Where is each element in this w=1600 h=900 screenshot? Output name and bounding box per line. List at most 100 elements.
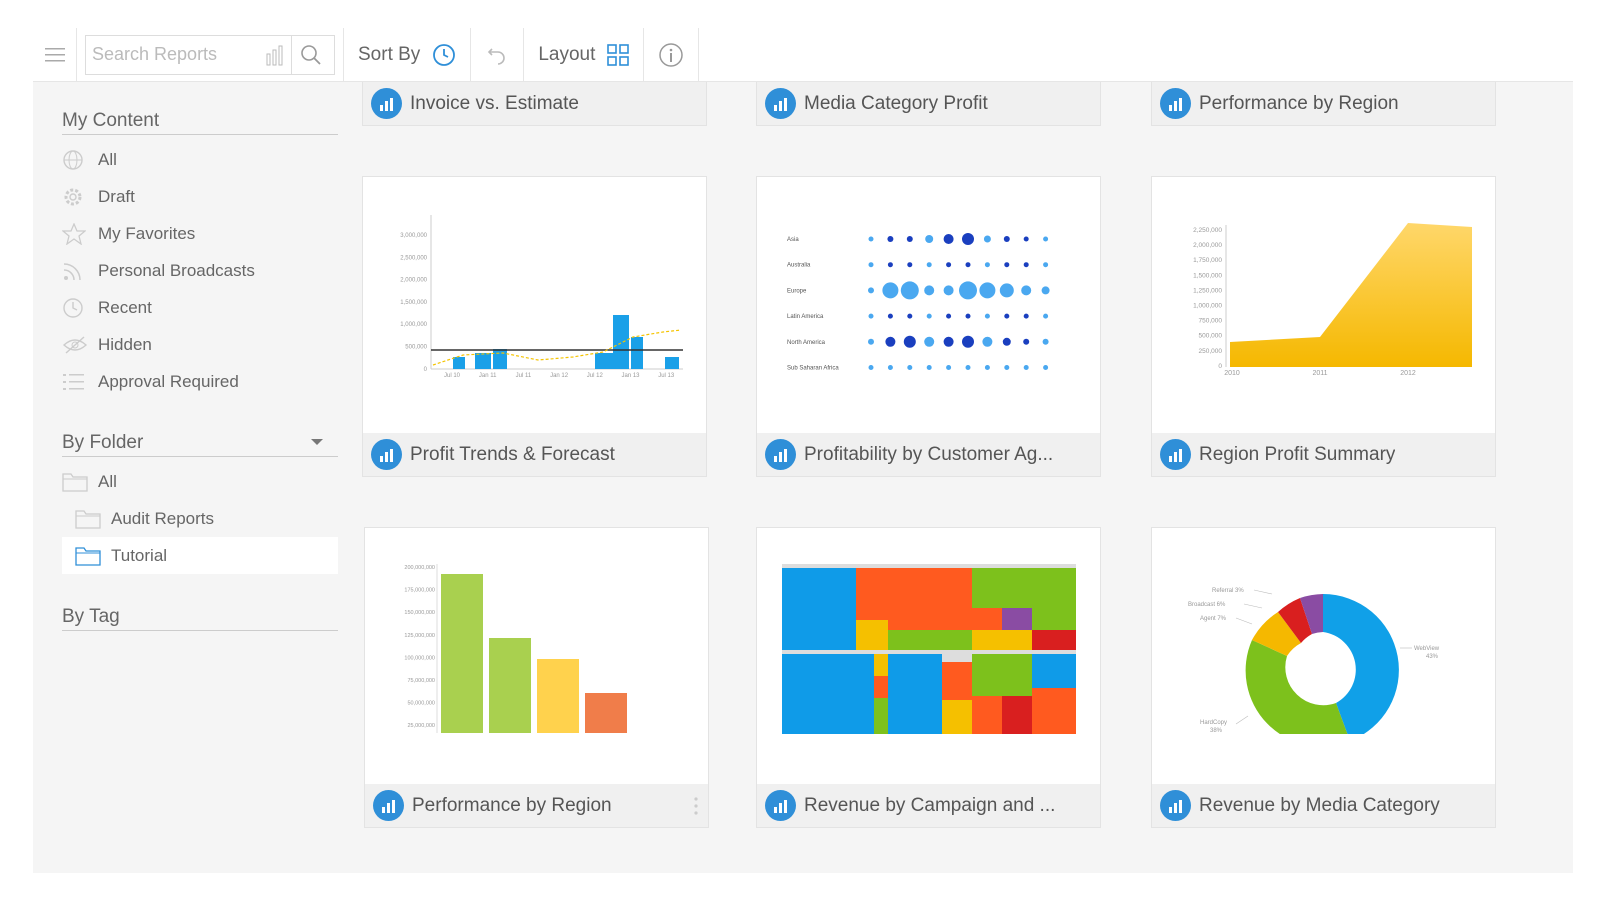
toolbar-divider: [470, 27, 472, 82]
undo-button[interactable]: [471, 28, 523, 82]
dot: [962, 233, 974, 245]
dot: [926, 365, 932, 370]
dot: [907, 313, 913, 319]
chart-badge-icon: [371, 439, 402, 470]
report-card[interactable]: Revenue by Campaign and ...: [756, 527, 1101, 828]
report-title: Region Profit Summary: [1199, 443, 1396, 465]
slice-label: 43%: [1426, 654, 1439, 660]
toolbar-divider: [643, 27, 645, 82]
by-folder-title: By Folder: [62, 432, 144, 453]
report-card[interactable]: 3,000,000 2,500,000 2,000,000 1,500,000 1,00…: [362, 176, 707, 477]
report-thumbnail: Asia Australia Europe Latin America North Am…: [757, 177, 1100, 433]
dot: [1043, 262, 1049, 268]
folder-item-tutorial[interactable]: Tutorial: [62, 537, 338, 574]
layout-button[interactable]: Layout: [524, 28, 643, 82]
bar: [595, 353, 613, 369]
dot: [1021, 285, 1032, 296]
bar: [585, 693, 627, 733]
y-tick-label: 1,750,000: [1193, 257, 1222, 264]
sidebar-item-approval-required[interactable]: Approval Required: [62, 363, 338, 400]
chart-badge-icon: [765, 439, 796, 470]
dot: [868, 338, 874, 345]
y-tick-label: 200,000,000: [404, 565, 435, 571]
dot: [943, 234, 954, 244]
report-card-footer: Performance by Region: [365, 784, 708, 827]
dot: [1004, 313, 1010, 319]
sidebar-item-label: Approval Required: [98, 371, 239, 391]
report-card[interactable]: 2,250,000 2,000,000 1,750,000 1,500,000 1,25…: [1151, 176, 1496, 477]
dot: [887, 262, 893, 268]
info-button[interactable]: [644, 28, 698, 82]
report-card[interactable]: Performance by Region: [1151, 82, 1496, 126]
sidebar-item-label: All: [98, 149, 117, 169]
dot: [924, 285, 935, 296]
sidebar-item-all[interactable]: All: [62, 141, 338, 178]
folder-item-audit-reports[interactable]: Audit Reports: [62, 500, 338, 537]
report-thumbnail: Referral 3% Broadcast 6% Agent 7% WebView 43…: [1152, 528, 1495, 784]
hamburger-icon: [44, 47, 65, 61]
dot: [999, 283, 1014, 298]
x-tick-label: Jul 13: [658, 373, 675, 379]
x-tick-label: 2010: [1224, 370, 1240, 377]
dot: [965, 365, 971, 370]
report-card[interactable]: Asia Australia Europe Latin America North Am…: [756, 176, 1101, 477]
dot: [1023, 313, 1029, 319]
bar-chart-icon[interactable]: [261, 44, 291, 66]
sort-by-button[interactable]: Sort By: [344, 28, 470, 82]
dot: [885, 336, 896, 347]
dot: [903, 335, 916, 348]
x-tick-label: Jul 10: [444, 373, 461, 379]
folder-item-all[interactable]: All: [62, 463, 338, 500]
sidebar-item-draft[interactable]: Draft: [62, 178, 338, 215]
report-card[interactable]: Media Category Profit: [756, 82, 1101, 126]
dot: [984, 313, 990, 319]
folder-icon: [75, 545, 111, 567]
bar: [631, 337, 643, 369]
slice-label: Agent 7%: [1200, 616, 1227, 622]
toolbar-divider: [698, 27, 700, 82]
my-content-title: My Content: [62, 110, 160, 131]
sidebar-item-recent[interactable]: Recent: [62, 289, 338, 326]
dot: [868, 287, 874, 294]
list-icon: [62, 371, 98, 393]
y-tick-label: 3,000,000: [400, 233, 427, 239]
report-card[interactable]: 200,000,000 175,000,000 150,000,000 125,000…: [364, 527, 709, 828]
dot: [943, 285, 954, 296]
sidebar-item-personal-broadcasts[interactable]: Personal Broadcasts: [62, 252, 338, 289]
dot: [1041, 286, 1050, 295]
by-tag-header[interactable]: By Tag: [62, 606, 338, 631]
by-folder-header[interactable]: By Folder: [62, 432, 338, 457]
bar: [665, 357, 679, 369]
search-button[interactable]: [291, 35, 329, 74]
dot: [1004, 365, 1010, 370]
sidebar-item-my-favorites[interactable]: My Favorites: [62, 215, 338, 252]
toolbar-divider: [523, 27, 525, 82]
row-label: Australia: [787, 263, 811, 269]
menu-button[interactable]: [33, 27, 77, 82]
y-tick-label: 25,000,000: [407, 723, 435, 729]
folder-item-label: All: [98, 471, 117, 491]
dot: [1004, 262, 1010, 268]
report-card-footer: Revenue by Campaign and ...: [757, 784, 1100, 827]
search-input[interactable]: [86, 36, 261, 73]
dot: [868, 262, 874, 268]
dot: [1002, 337, 1011, 346]
y-tick-label: 500,000: [405, 345, 427, 351]
chart-badge-icon: [765, 790, 796, 821]
sidebar-item-hidden[interactable]: Hidden: [62, 326, 338, 363]
report-title: Profit Trends & Forecast: [410, 443, 615, 465]
dot: [868, 313, 874, 319]
sidebar-item-label: Recent: [98, 297, 152, 317]
report-card[interactable]: Referral 3% Broadcast 6% Agent 7% WebView 43…: [1151, 527, 1496, 828]
slice-label: 38%: [1210, 728, 1223, 734]
more-options-icon[interactable]: [694, 796, 698, 821]
y-tick-label: 1,500,000: [1193, 272, 1222, 279]
sidebar-item-label: Draft: [98, 186, 135, 206]
x-tick-label: Jul 11: [516, 373, 532, 379]
bar: [453, 357, 465, 369]
y-tick-label: 500,000: [1199, 333, 1223, 340]
caret-down-icon[interactable]: [310, 435, 324, 449]
bar: [613, 315, 629, 369]
y-tick-label: 175,000,000: [404, 588, 435, 594]
report-card[interactable]: Invoice vs. Estimate: [362, 82, 707, 126]
